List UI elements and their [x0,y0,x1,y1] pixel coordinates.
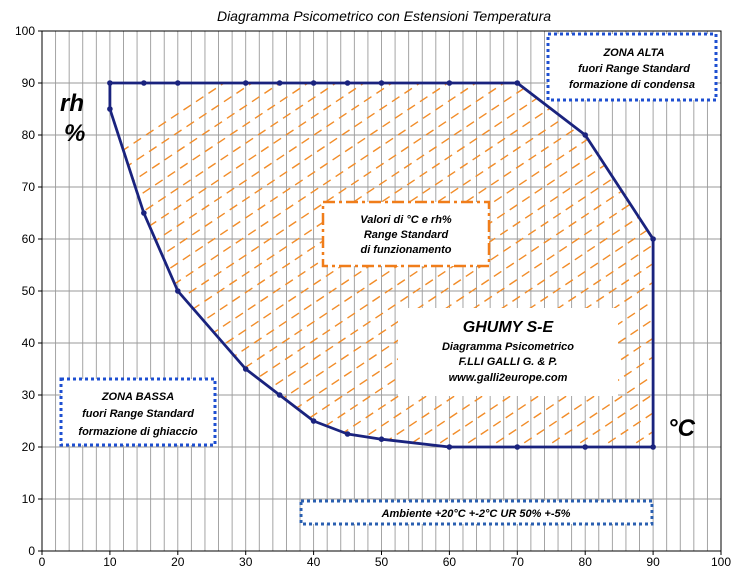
data-point [141,80,147,86]
hatch-line [726,0,731,551]
x-tick-label: 40 [307,555,321,569]
data-point [650,236,656,242]
zona-alta-box: ZONA ALTA fuori Range Standard formazion… [546,32,718,102]
data-point [514,80,521,86]
x-tick-label: 30 [239,555,253,569]
y-tick-label: 60 [22,232,36,246]
hatch-line [361,83,654,447]
data-point [107,106,113,112]
zona-alta-title: ZONA ALTA [602,47,664,59]
data-point [242,366,249,372]
data-point [175,80,181,86]
y-tick-label: 10 [22,492,36,506]
hatch-line [417,83,654,447]
data-point [514,444,521,450]
data-point [582,444,588,450]
range-standard-line3: di funzionamento [360,244,451,256]
data-point [344,80,351,86]
ambiente-box: Ambiente +20°C +-2°C UR 50% +-5% [299,499,654,526]
data-point [378,436,385,443]
y-tick-label: 20 [22,440,36,454]
data-point [141,210,147,216]
zona-bassa-title: ZONA BASSA [101,391,174,403]
data-point [582,132,588,138]
hatch-line [109,83,654,447]
zona-bassa-box: ZONA BASSA fuori Range Standard formazio… [59,377,217,447]
hatch-line [109,83,654,447]
x-tick-label: 70 [511,555,525,569]
hatch-line [221,83,654,447]
x-tick-label: 10 [103,555,117,569]
hatch-line [109,83,654,447]
x-tick-label: 90 [646,555,660,569]
y-axis-unit: % [64,120,85,147]
chart-title: Diagramma Psicometrico con Estensioni Te… [217,8,551,24]
data-point [446,80,453,86]
data-point [310,418,317,424]
hatch-line [109,83,654,447]
operating-envelope [107,80,656,450]
data-point [276,392,283,398]
y-tick-label: 40 [22,336,36,350]
hatch-line [445,83,654,447]
range-standard-box: Valori di °C e rh% Range Standard di fun… [321,200,491,268]
hatch-line [109,83,654,447]
y-tick-label: 50 [22,284,36,298]
data-point [107,80,113,86]
x-axis-label: °C [668,415,696,442]
x-tick-label: 50 [375,555,389,569]
y-tick-label: 100 [15,24,35,38]
hatch-line [109,83,654,447]
hatch-line [109,83,654,447]
axes: 0 10 20 30 40 50 60 70 80 90 100 0 10 20 30 40 50 60 70 80 9… [15,24,731,569]
y-tick-label: 30 [22,388,36,402]
y-tick-label: 90 [22,76,36,90]
brand-line1: Diagramma Psicometrico [442,341,574,353]
range-standard-line1: Valori di °C e rh% [360,214,452,226]
hatch-line [109,83,654,447]
brand-box: GHUMY S-E Diagramma Psicometrico F.LLI G… [398,308,618,396]
brand-line2: F.LLI GALLI G. & P. [459,356,558,368]
hatch-line [389,83,654,447]
hatch-line [277,83,654,447]
data-point [242,80,249,86]
data-point [276,80,283,86]
zona-alta-line2: fuori Range Standard [578,63,690,75]
x-tick-label: 20 [171,555,185,569]
hatch-line [333,83,654,447]
hatch-line [109,83,654,447]
data-point [446,444,453,450]
brand-title: GHUMY S-E [463,319,555,336]
zona-bassa-line3: formazione di ghiaccio [78,426,197,438]
hatch-line [109,83,654,447]
y-tick-label: 70 [22,180,36,194]
hatch-line [109,83,654,447]
y-tick-label: 0 [28,544,35,558]
zona-alta-line3: formazione di condensa [569,79,695,91]
x-tick-label: 0 [39,555,46,569]
hatch-line [165,83,654,447]
zona-bassa-line2: fuori Range Standard [82,408,194,420]
brand-website: www.galli2europe.com [449,372,568,384]
x-tick-label: 100 [711,555,731,569]
hatch-line [193,83,654,447]
data-point [310,80,317,86]
range-standard-line2: Range Standard [364,229,449,241]
y-tick-label: 80 [22,128,36,142]
x-tick-label: 80 [579,555,593,569]
data-point [175,288,181,294]
hatch-line [109,83,654,447]
data-point [344,431,351,437]
hatch-line [249,83,654,447]
hatch-line [305,83,654,447]
x-tick-label: 60 [443,555,457,569]
y-axis-label: rh [60,90,84,117]
data-point [378,80,385,86]
data-point [650,444,656,450]
ambiente-label: Ambiente +20°C +-2°C UR 50% +-5% [381,508,571,520]
